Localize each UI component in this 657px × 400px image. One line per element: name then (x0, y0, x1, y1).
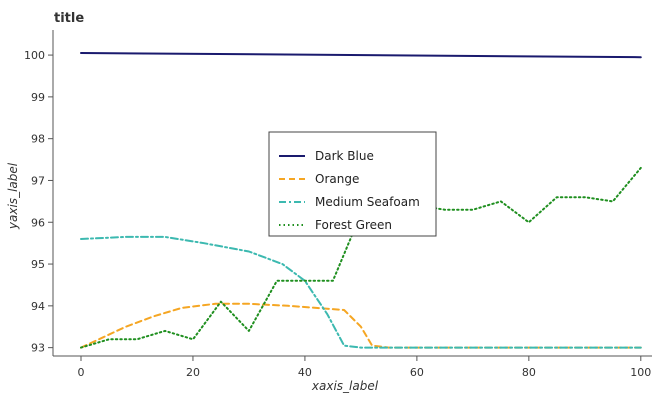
y-tick-label: 100 (24, 49, 45, 62)
y-tick-label: 97 (31, 174, 45, 187)
x-tick-label: 40 (298, 366, 312, 379)
x-tick-label: 60 (410, 366, 424, 379)
x-tick-label: 80 (522, 366, 536, 379)
y-tick-label: 95 (31, 258, 45, 271)
legend: Dark Blue Orange Medium Seafoam Forest Gree… (268, 131, 437, 237)
x-tick-label: 100 (630, 366, 651, 379)
y-tick-label: 93 (31, 342, 45, 355)
series-line-orange (80, 302, 642, 349)
y-tick-label: 98 (31, 133, 45, 146)
y-tick-label: 99 (31, 91, 45, 104)
legend-label: Forest Green (315, 218, 392, 232)
y-tick-label: 94 (31, 300, 45, 313)
chart-title: title (54, 11, 84, 26)
y-tick-label: 96 (31, 216, 45, 229)
x-tick-label: 20 (186, 366, 200, 379)
series-line-medium-seafoam (80, 235, 642, 349)
legend-label: Dark Blue (315, 149, 374, 163)
x-tick-label: 0 (77, 366, 84, 379)
series-line-dark-blue (80, 52, 642, 59)
legend-box (268, 131, 437, 237)
x-axis-title: xaxis_label (311, 379, 379, 393)
legend-label: Medium Seafoam (315, 195, 420, 209)
legend-label: Orange (315, 172, 359, 186)
y-axis-title: yaxis_label (6, 162, 20, 230)
